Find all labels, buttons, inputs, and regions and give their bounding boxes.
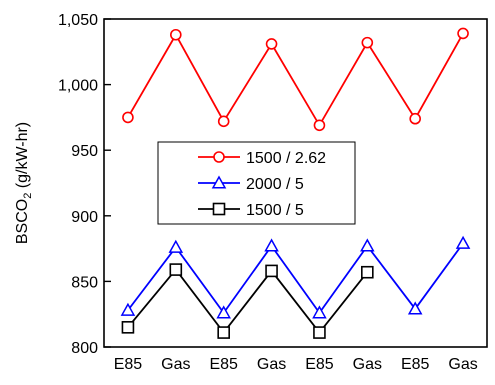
x-tick-label: Gas <box>257 356 286 373</box>
legend-label: 1500 / 5 <box>246 202 304 219</box>
series-1 <box>122 27 469 132</box>
x-axis: E85 Gas E85 Gas E85 Gas E85 Gas <box>114 356 478 373</box>
y-tick-label: 1,050 <box>58 12 98 29</box>
data-point <box>313 326 326 339</box>
data-point <box>122 111 134 124</box>
data-point <box>120 302 136 316</box>
plot-frame <box>103 18 488 348</box>
legend-box <box>157 141 356 225</box>
legend: 1500 / 2.62 2000 / 5 1500 / 5 <box>157 141 356 225</box>
data-point <box>217 326 230 339</box>
series-line <box>127 242 464 315</box>
series-line <box>127 268 369 335</box>
data-point <box>217 115 230 128</box>
series-layer <box>120 27 471 339</box>
data-point <box>216 305 231 319</box>
legend-marker <box>212 202 226 216</box>
legend-label: 2000 / 5 <box>246 176 304 193</box>
data-point <box>312 305 327 319</box>
y-axis-title-main: BSCO <box>14 199 31 244</box>
data-point <box>457 27 469 40</box>
series-line <box>127 32 464 128</box>
y-axis-title-units: (g/kW-hr) <box>14 122 31 193</box>
legend-marker <box>213 151 225 163</box>
plot-border <box>103 18 488 348</box>
data-point <box>407 301 423 315</box>
data-point <box>313 119 326 132</box>
x-tick-label: E85 <box>401 356 430 373</box>
y-tick-label: 800 <box>71 340 98 357</box>
data-point <box>361 36 374 49</box>
data-point <box>360 238 375 252</box>
x-tick-label: Gas <box>448 356 477 373</box>
data-point <box>168 239 184 253</box>
data-point <box>121 321 135 334</box>
data-point <box>169 263 183 276</box>
y-axis: 800 850 900 950 1,000 1,050 <box>58 12 111 357</box>
y-tick-label: 950 <box>71 143 98 160</box>
x-tick-label: E85 <box>114 356 143 373</box>
series-3 <box>121 263 374 339</box>
y-tick-label: 900 <box>71 209 98 226</box>
data-point <box>265 38 278 50</box>
y-axis-title-subscript: 2 <box>22 193 34 199</box>
x-tick-label: E85 <box>305 356 334 373</box>
x-tick-label: Gas <box>353 356 382 373</box>
x-tick-label: Gas <box>161 356 190 373</box>
data-point <box>264 238 279 252</box>
series-2 <box>120 235 471 319</box>
legend-marker <box>211 175 227 189</box>
y-tick-label: 850 <box>71 274 98 291</box>
y-tick-label: 1,000 <box>58 78 98 95</box>
x-tick-label: E85 <box>209 356 238 373</box>
y-axis-title: BSCO2 (g/kW-hr) <box>14 122 34 244</box>
data-point <box>361 265 374 279</box>
data-point <box>455 235 471 249</box>
data-point <box>409 112 421 125</box>
data-point <box>170 28 182 41</box>
data-point <box>265 264 278 278</box>
legend-label: 1500 / 2.62 <box>246 150 326 167</box>
